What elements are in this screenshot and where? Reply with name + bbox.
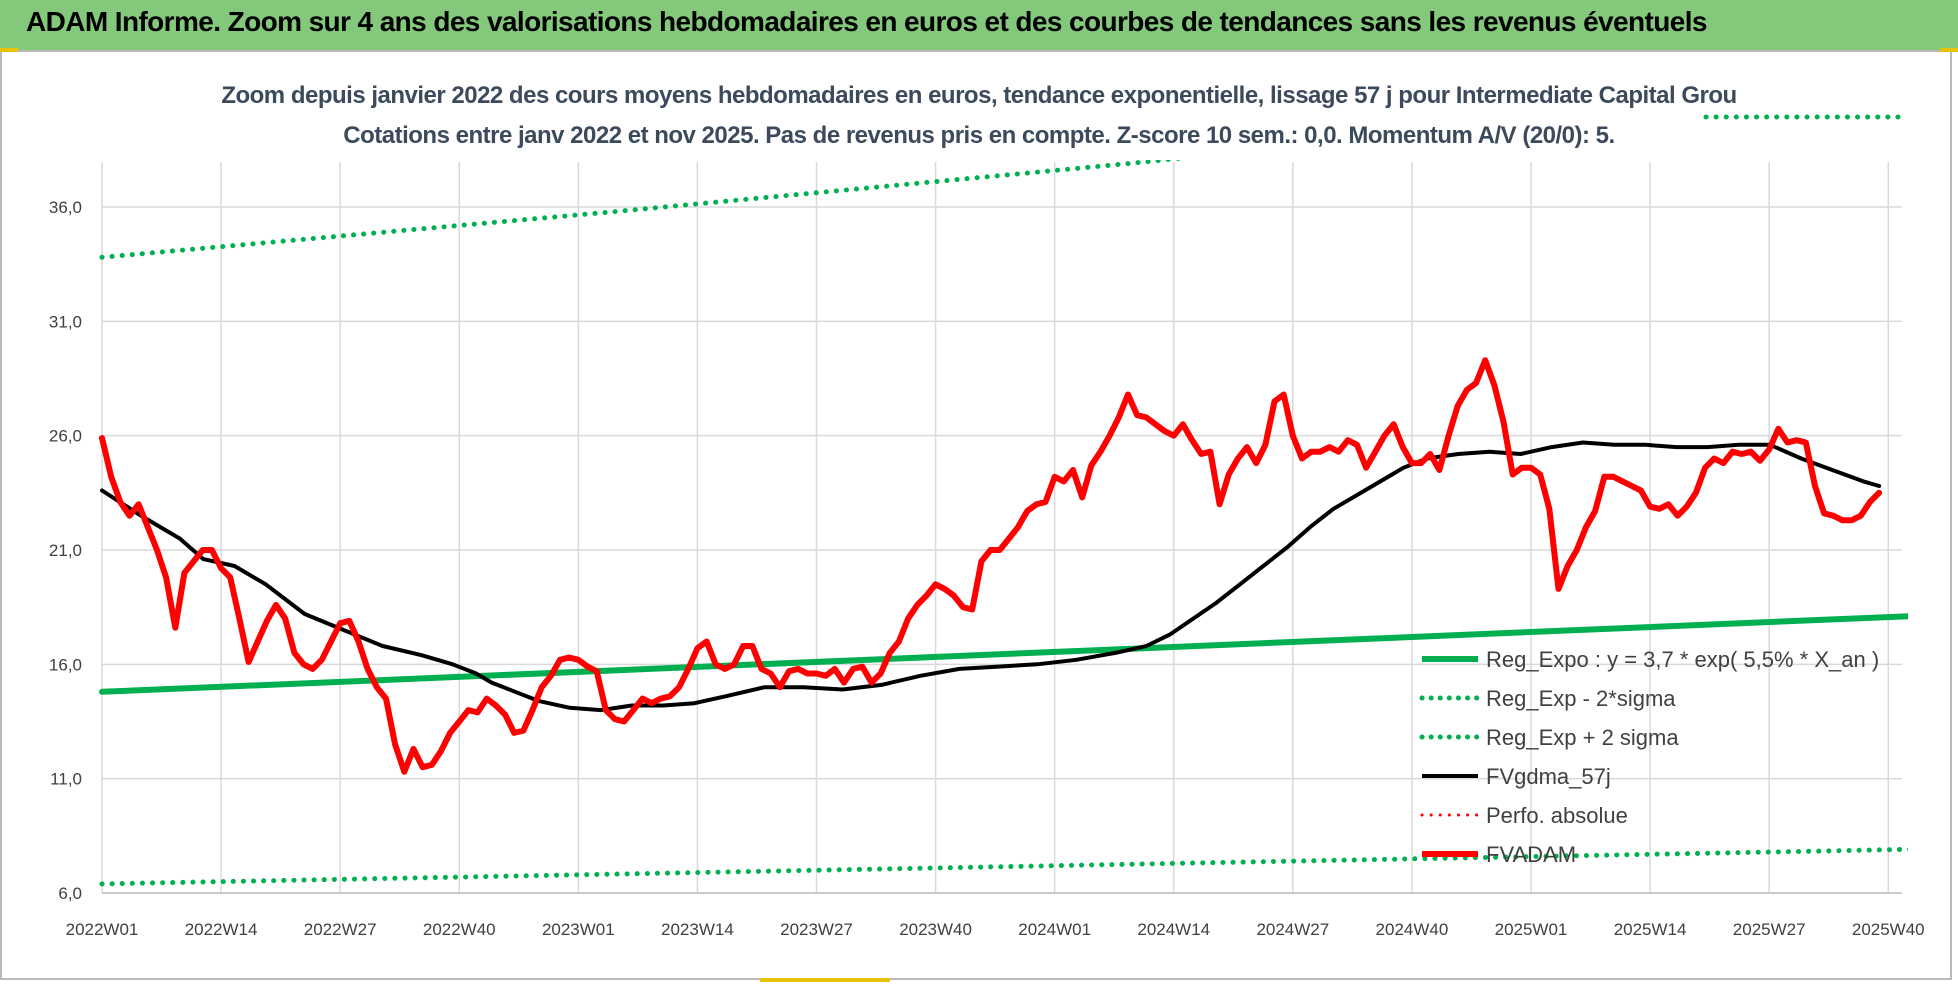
header-title: ADAM Informe. Zoom sur 4 ans des valoris…	[26, 6, 1707, 37]
x-tick-label: 2024W01	[1018, 920, 1091, 939]
x-tick-label: 2025W40	[1852, 920, 1925, 939]
series-fvgdma-57j	[100, 440, 1882, 713]
series-fvadam	[99, 357, 1883, 775]
x-tick-label: 2023W01	[542, 920, 615, 939]
series-reg-exp-minus-2sigma	[99, 846, 1908, 887]
series-reg-exp-plus-2sigma	[99, 160, 1188, 260]
chart-title: Zoom depuis janvier 2022 des cours moyen…	[221, 82, 1736, 109]
series-reg-expo	[99, 613, 1908, 695]
x-axis: 2022W01 2022W14 2022W27 2022W40 2023W01 2023W…	[66, 920, 1925, 939]
header-bar: ADAM Informe. Zoom sur 4 ans des valoris…	[0, 0, 1958, 52]
chart-frame	[0, 52, 1952, 980]
y-tick-label: 26,0	[49, 427, 82, 446]
y-axis: 6,0 11,0 16,0 21,0 26,0 31,0 36,0	[49, 198, 82, 903]
corner-mark-top-right	[1940, 48, 1958, 52]
legend-label-4: Perfo. absolue	[1486, 803, 1628, 828]
y-tick-label: 36,0	[49, 198, 82, 217]
x-tick-label: 2025W27	[1733, 920, 1806, 939]
legend: Reg_Expo : y = 3,7 * exp( 5,5% * X_an ) R…	[1419, 647, 1879, 867]
legend-label-1: Reg_Exp - 2*sigma	[1486, 686, 1676, 711]
x-tick-label: 2023W14	[661, 920, 734, 939]
grid	[101, 162, 1902, 894]
y-tick-label: 21,0	[49, 541, 82, 560]
x-tick-label: 2022W01	[66, 920, 139, 939]
x-tick-label: 2023W40	[899, 920, 972, 939]
legend-label-5: FVADAM	[1486, 842, 1576, 867]
x-tick-label: 2024W14	[1137, 920, 1210, 939]
x-tick-label: 2025W14	[1614, 920, 1687, 939]
corner-mark-top-left	[0, 48, 18, 52]
y-tick-label: 6,0	[58, 884, 82, 903]
x-tick-label: 2023W27	[780, 920, 853, 939]
plot-area	[99, 160, 1908, 887]
x-tick-label: 2022W27	[304, 920, 377, 939]
corner-mark-bottom	[760, 978, 890, 982]
x-tick-label: 2022W14	[185, 920, 258, 939]
legend-label-3: FVgdma_57j	[1486, 764, 1611, 789]
x-tick-label: 2024W27	[1256, 920, 1329, 939]
x-tick-label: 2025W01	[1495, 920, 1568, 939]
legend-label-0: Reg_Expo : y = 3,7 * exp( 5,5% * X_an )	[1486, 647, 1879, 672]
chart-subtitle: Cotations entre janv 2022 et nov 2025. P…	[343, 122, 1614, 149]
x-tick-label: 2024W40	[1376, 920, 1449, 939]
y-tick-label: 31,0	[49, 312, 82, 331]
legend-label-2: Reg_Exp + 2 sigma	[1486, 725, 1679, 750]
y-tick-label: 16,0	[49, 655, 82, 674]
y-tick-label: 11,0	[50, 770, 82, 789]
x-tick-label: 2022W40	[423, 920, 496, 939]
